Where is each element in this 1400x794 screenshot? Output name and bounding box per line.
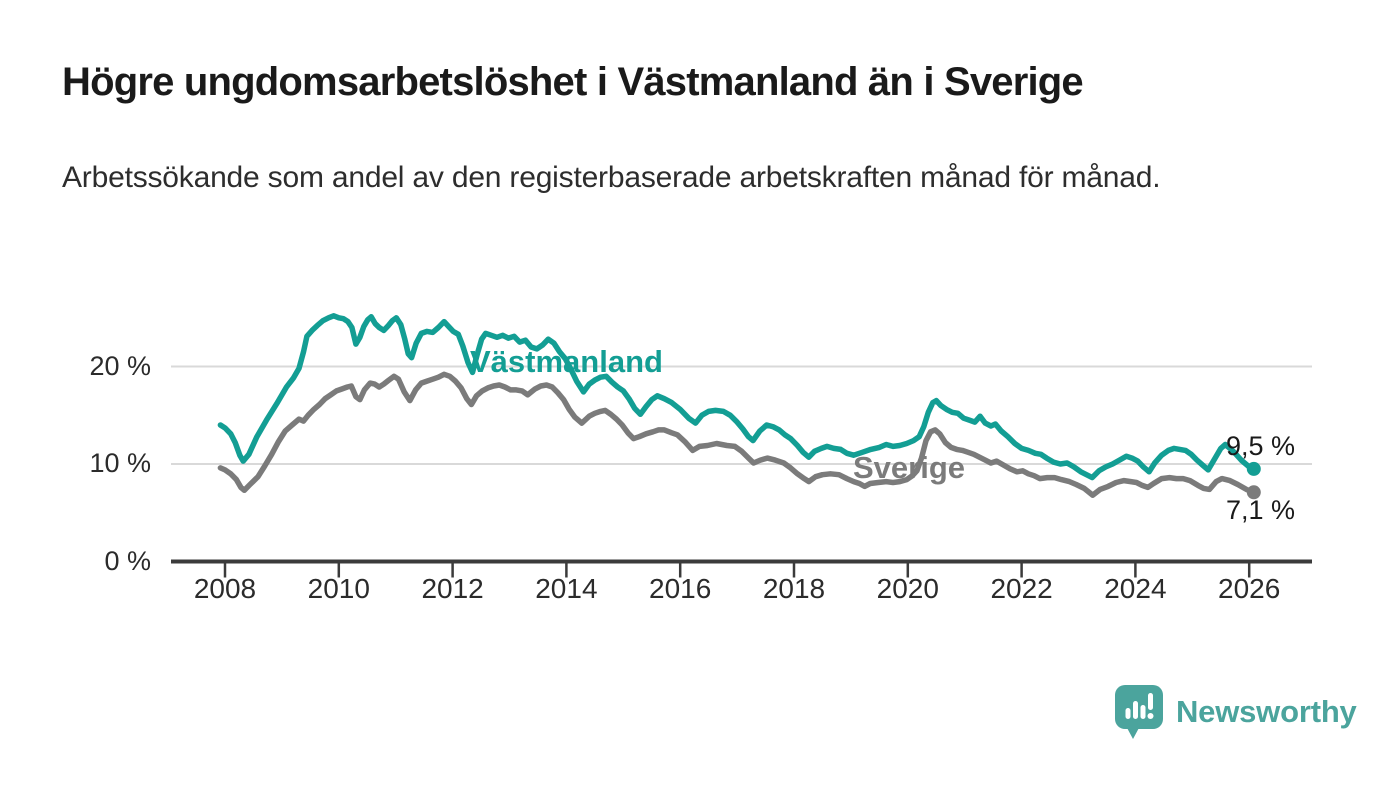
x-axis-label-2024: 2024 bbox=[1104, 573, 1167, 604]
end-value-label-vastmanland: 9,5 % bbox=[1226, 431, 1296, 461]
series-label-sverige: Sverige bbox=[853, 450, 966, 485]
x-axis-label-2018: 2018 bbox=[762, 573, 826, 604]
x-axis-label-2020: 2020 bbox=[876, 573, 939, 604]
series-label-vastmanland: Västmanland bbox=[470, 344, 663, 379]
series-end-dot-sverige bbox=[1246, 485, 1261, 500]
series-end-dot-vstmanland bbox=[1246, 461, 1261, 476]
x-axis-label-2010: 2010 bbox=[307, 573, 370, 604]
end-value-label-sverige: 7,1 % bbox=[1226, 495, 1296, 525]
y-axis-label-20: 20 % bbox=[89, 350, 151, 381]
newsworthy-bubble-chart-icon bbox=[1115, 685, 1163, 739]
y-axis-label-0: 0 % bbox=[104, 545, 151, 576]
newsworthy-logo[interactable]: Newsworthy bbox=[1113, 684, 1357, 740]
x-axis-label-2016: 2016 bbox=[649, 573, 712, 604]
newsworthy-wordmark: Newsworthy bbox=[1176, 694, 1357, 729]
x-axis-label-2008: 2008 bbox=[193, 573, 257, 604]
page-title: Högre ungdomsarbetslöshet i Västmanland … bbox=[62, 60, 1084, 104]
series-line-sverige bbox=[217, 371, 1257, 498]
series-line-vstmanland bbox=[217, 313, 1257, 481]
chart-subtitle: Arbetssökande som andel av den registerb… bbox=[62, 161, 1161, 194]
x-axis-label-2012: 2012 bbox=[421, 573, 484, 604]
x-axis-label-2026: 2026 bbox=[1218, 573, 1281, 604]
x-axis-label-2014: 2014 bbox=[535, 573, 598, 604]
x-axis-label-2022: 2022 bbox=[990, 573, 1053, 604]
y-axis-label-10: 10 % bbox=[89, 448, 151, 478]
